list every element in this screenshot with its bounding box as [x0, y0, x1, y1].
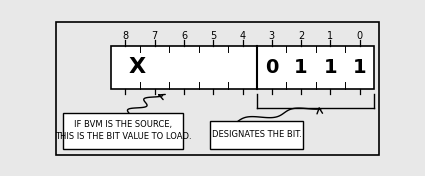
Text: 8: 8	[122, 31, 128, 41]
Text: 1: 1	[353, 58, 366, 77]
Bar	[111, 46, 374, 89]
Text: X: X	[128, 57, 146, 77]
Text: 6: 6	[181, 31, 187, 41]
Bar	[63, 113, 183, 149]
Text: 1: 1	[294, 58, 308, 77]
Text: 1: 1	[323, 58, 337, 77]
Text: 5: 5	[210, 31, 216, 41]
Text: 7: 7	[152, 31, 158, 41]
Bar	[210, 121, 303, 149]
Text: 2: 2	[298, 31, 304, 41]
Text: 3: 3	[269, 31, 275, 41]
Text: 0: 0	[357, 31, 363, 41]
Text: DESIGNATES THE BIT.: DESIGNATES THE BIT.	[212, 130, 301, 139]
Text: 4: 4	[239, 31, 246, 41]
Text: IF BVM IS THE SOURCE,
THIS IS THE BIT VALUE TO LOAD.: IF BVM IS THE SOURCE, THIS IS THE BIT VA…	[55, 121, 191, 141]
Text: 1: 1	[327, 31, 333, 41]
Text: 0: 0	[265, 58, 278, 77]
